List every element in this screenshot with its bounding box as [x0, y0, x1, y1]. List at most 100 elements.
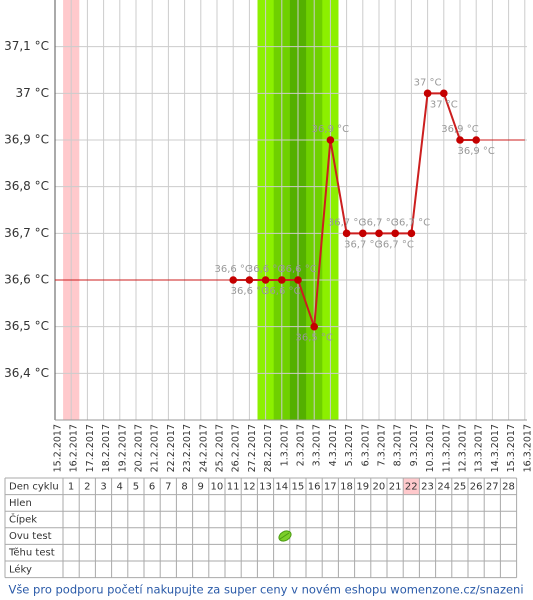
temperature-point — [440, 89, 448, 98]
cycle-day: 26 — [470, 481, 483, 492]
cycle-day: 27 — [486, 481, 499, 492]
cycle-day: 9 — [198, 481, 204, 492]
cycle-day: 11 — [227, 481, 240, 492]
ovu-icon — [278, 530, 292, 542]
temperature-line — [233, 92, 477, 327]
x-tick-label: 23.2.2017 — [182, 424, 193, 472]
x-tick-label: 21.2.2017 — [150, 424, 161, 472]
x-tick-label: 2.3.2017 — [296, 424, 307, 466]
temperature-point — [310, 322, 319, 331]
y-tick-label: 36,9 °C — [4, 133, 49, 147]
x-tick-label: 3.3.2017 — [312, 424, 323, 466]
x-tick-label: 7.3.2017 — [377, 424, 388, 466]
value-label: 36,9 °C — [457, 146, 494, 157]
x-tick-label: 22.2.2017 — [166, 424, 177, 472]
x-tick-label: 28.2.2017 — [263, 424, 274, 472]
value-label: 36,7 °C — [344, 239, 381, 250]
x-tick-label: 19.2.2017 — [117, 424, 128, 472]
value-label: 36,9 °C — [441, 124, 478, 135]
x-tick-label: 17.2.2017 — [85, 424, 96, 472]
temperature-point — [261, 276, 270, 284]
value-label: 36,6 °C — [263, 286, 300, 297]
cycle-day: 23 — [421, 481, 434, 492]
value-label: 36,6 °C — [231, 286, 268, 297]
value-label: 37 °C — [414, 77, 442, 88]
cycle-day: 6 — [149, 481, 155, 492]
value-label: 36,5 °C — [295, 333, 332, 344]
temperature-point — [245, 276, 254, 284]
x-tick-label: 20.2.2017 — [134, 424, 145, 472]
temperature-point — [375, 229, 383, 238]
x-tick-label: 27.2.2017 — [247, 424, 258, 472]
x-tick-label: 5.3.2017 — [344, 424, 355, 466]
cycle-day: 7 — [165, 481, 171, 492]
cycle-day: 1 — [68, 481, 74, 492]
cycle-day: 2 — [84, 481, 90, 492]
value-label: 36,6 °C — [214, 264, 251, 275]
y-tick-label: 36,5 °C — [4, 319, 49, 333]
cycle-day: 16 — [308, 481, 321, 492]
row-label: Čípek — [9, 513, 37, 526]
value-label: 36,7 °C — [376, 239, 413, 250]
value-label: 36,7 °C — [393, 217, 430, 228]
value-label: 36,9 °C — [312, 124, 349, 135]
temperature-point — [294, 276, 302, 284]
y-tick-label: 36,7 °C — [4, 226, 49, 240]
temperature-point — [391, 229, 400, 238]
x-tick-label: 26.2.2017 — [231, 424, 242, 472]
cycle-day: 4 — [117, 481, 123, 492]
x-tick-label: 18.2.2017 — [101, 424, 112, 472]
y-tick-label: 37,1 °C — [4, 39, 49, 53]
cycle-day: 24 — [437, 481, 450, 492]
x-tick-label: 10.3.2017 — [425, 424, 436, 472]
cycle-day: 8 — [181, 481, 187, 492]
x-tick-label: 11.3.2017 — [441, 424, 452, 472]
temperature-point — [342, 229, 351, 238]
row-label: Léky — [9, 563, 32, 575]
x-tick-label: 4.3.2017 — [328, 424, 339, 466]
row-label: Hlen — [9, 498, 32, 509]
x-tick-label: 13.3.2017 — [474, 424, 485, 472]
temperature-point — [472, 136, 481, 144]
row-label: Ovu test — [9, 531, 52, 542]
cycle-day: 28 — [502, 481, 515, 492]
value-label: 37 °C — [430, 99, 458, 110]
x-tick-label: 12.3.2017 — [458, 424, 469, 472]
x-tick-label: 6.3.2017 — [360, 424, 371, 466]
x-tick-label: 16.3.2017 — [522, 424, 533, 472]
footer-link[interactable]: Vše pro podporu početí nakupujte za supe… — [8, 583, 523, 597]
cycle-day: 14 — [275, 481, 288, 492]
today-cell — [403, 478, 420, 495]
value-label: 36,7 °C — [360, 217, 397, 228]
y-tick-label: 36,4 °C — [4, 366, 49, 380]
cycle-day: 12 — [243, 481, 256, 492]
cycle-day: 25 — [454, 481, 467, 492]
cycle-day: 19 — [356, 481, 369, 492]
x-tick-label: 25.2.2017 — [215, 424, 226, 472]
x-tick-label: 16.2.2017 — [69, 424, 80, 472]
value-label: 36,6 °C — [247, 264, 284, 275]
temperature-point — [229, 276, 237, 284]
cycle-day: 3 — [100, 481, 106, 492]
cycle-day: 13 — [259, 481, 272, 492]
cycle-day: 21 — [389, 481, 402, 492]
y-tick-label: 36,8 °C — [4, 179, 49, 193]
chart-layer: 36,4 °C 36,5 °C 36,6 °C 36,7 °C 36,8 °C 36,9 … — [4, 0, 533, 579]
table-header: Den cyklu — [9, 481, 59, 492]
cycle-day: 20 — [373, 481, 386, 492]
x-tick-label: 14.3.2017 — [490, 424, 501, 472]
cycle-day: 17 — [324, 481, 337, 492]
cycle-day: 10 — [211, 481, 224, 492]
row-label: Těhu test — [8, 547, 55, 559]
temperature-point — [326, 136, 335, 144]
x-tick-label: 1.3.2017 — [279, 424, 290, 466]
value-label: 36,6 °C — [279, 264, 316, 275]
x-tick-label: 15.2.2017 — [53, 424, 64, 472]
value-label: 36,7 °C — [328, 217, 365, 228]
temperature-point — [278, 276, 286, 284]
cycle-day: 5 — [133, 481, 139, 492]
x-tick-label: 8.3.2017 — [393, 424, 404, 466]
cycle-day: 15 — [292, 481, 305, 492]
x-tick-label: 24.2.2017 — [198, 424, 209, 472]
